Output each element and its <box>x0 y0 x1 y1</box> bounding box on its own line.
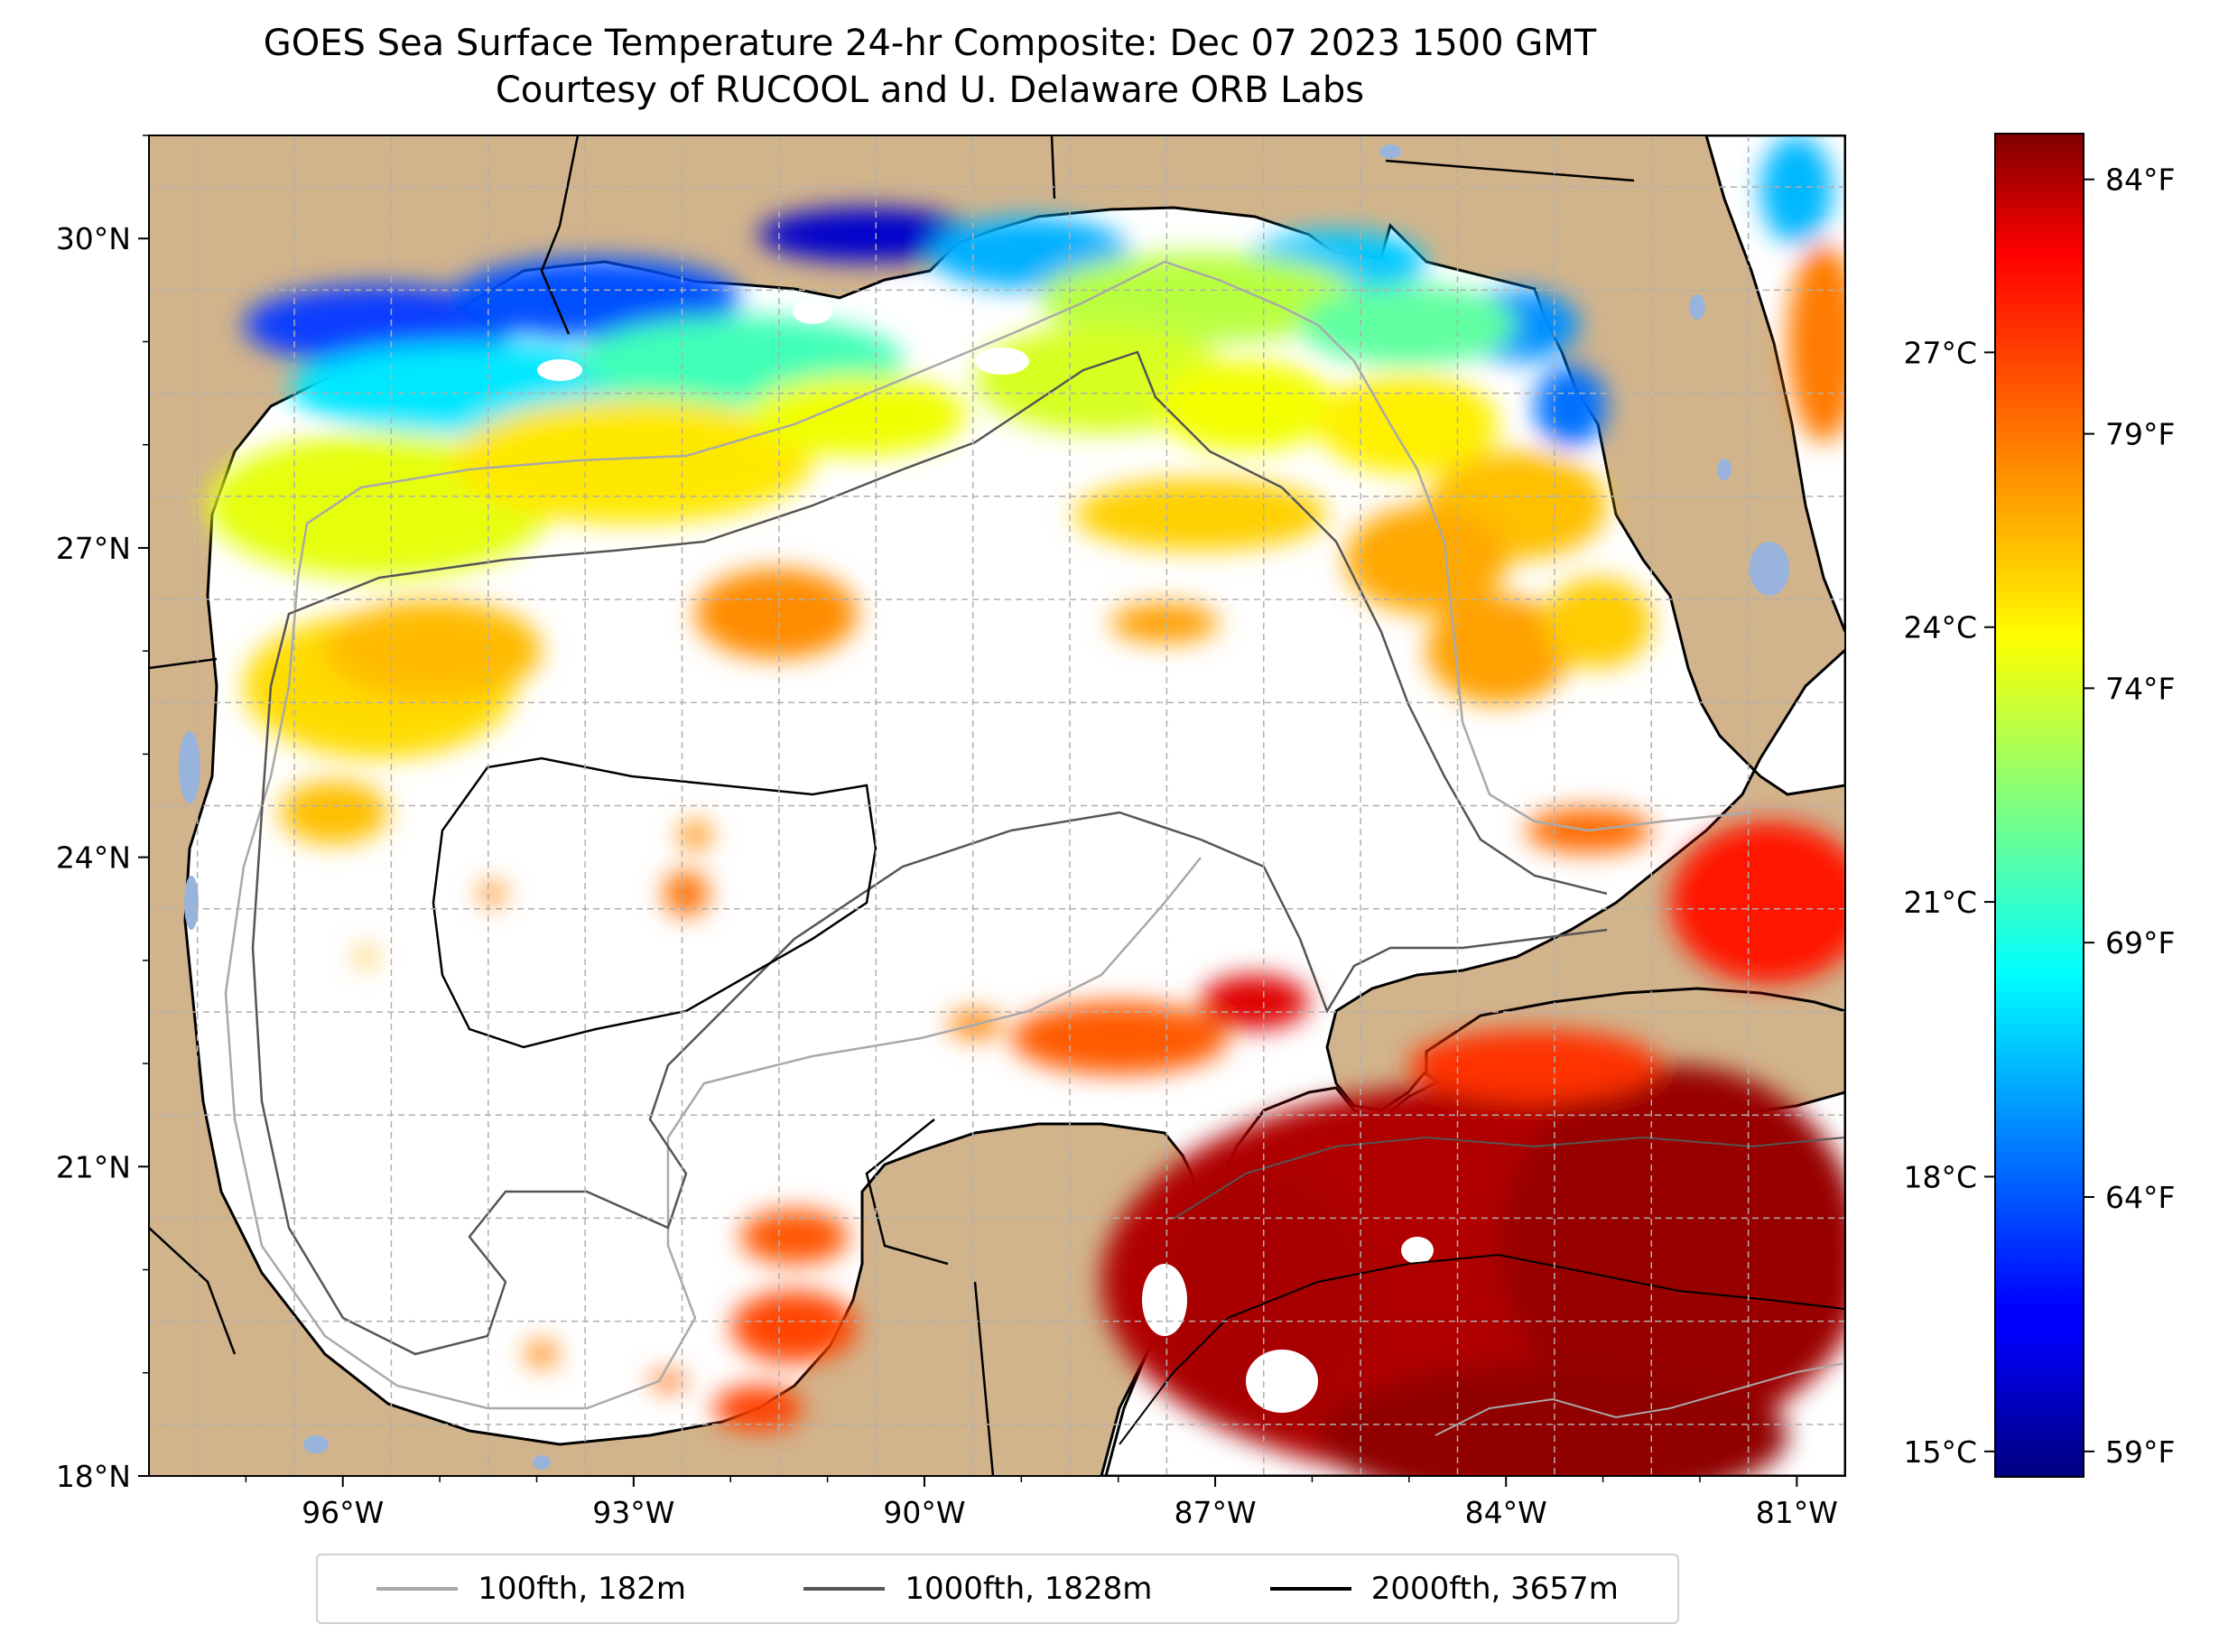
map-frame <box>148 135 1846 1477</box>
graticule <box>149 135 1845 1476</box>
colorbar-f-label: 79°F <box>2105 417 2175 452</box>
colorbar-c-label: 15°C <box>1903 1434 1977 1470</box>
lakes <box>179 144 1789 1470</box>
x-tick-label: 93°W <box>592 1495 674 1530</box>
colorbar-f-label: 59°F <box>2105 1434 2175 1470</box>
contour-legend: 100fth, 182m 1000fth, 1828m 2000fth, 365… <box>316 1554 1679 1624</box>
colorbar-f-label: 74°F <box>2105 671 2175 706</box>
y-tick-label: 18°N <box>56 1459 131 1494</box>
colorbar-f-label: 84°F <box>2105 162 2175 198</box>
colorbar-c-label: 24°C <box>1903 610 1977 645</box>
colorbar-f-label: 69°F <box>2105 925 2175 961</box>
legend-label-1000fth: 1000fth, 1828m <box>905 1571 1153 1607</box>
y-tick-label: 30°N <box>56 221 131 256</box>
legend-swatch-1000fth <box>803 1587 886 1591</box>
title-line-1: GOES Sea Surface Temperature 24-hr Compo… <box>263 23 1597 64</box>
legend-item-100fth: 100fth, 182m <box>376 1571 686 1607</box>
colorbar-c-label: 21°C <box>1903 885 1977 920</box>
contour-1000fth-caribbean <box>1173 1136 1845 1220</box>
y-tick-label: 27°N <box>56 531 131 566</box>
x-tick-label: 84°W <box>1465 1495 1547 1530</box>
x-tick-label: 87°W <box>1174 1495 1257 1530</box>
y-tick-label: 21°N <box>56 1149 131 1184</box>
x-tick-label: 96°W <box>302 1495 384 1530</box>
legend-item-2000fth: 2000fth, 3657m <box>1269 1571 1619 1607</box>
legend-label-2000fth: 2000fth, 3657m <box>1370 1571 1619 1607</box>
map-area <box>149 135 1845 1476</box>
x-axis: 96°W 93°W 90°W 87°W 84°W 81°W <box>245 1476 1838 1530</box>
contour-100fth <box>224 260 1752 1410</box>
colorbar-c-label: 27°C <box>1903 335 1977 370</box>
contour-100fth-caribbean <box>1434 1362 1845 1436</box>
borders <box>149 135 1635 1476</box>
map-title: GOES Sea Surface Temperature 24-hr Compo… <box>0 20 1860 114</box>
contour-2000fth-caribbean <box>1119 1253 1845 1445</box>
legend-swatch-2000fth <box>1269 1587 1351 1591</box>
colorbar-fahrenheit-axis: 84°F 79°F 74°F 69°F 64°F 59°F <box>2084 162 2175 1470</box>
colorbar-celsius-axis: 27°C 24°C 21°C 18°C 15°C <box>1903 335 1995 1470</box>
contour-1000fth <box>251 350 1608 1356</box>
colorbar-c-label: 18°C <box>1903 1159 1977 1194</box>
bathymetry-contours <box>224 260 1845 1445</box>
legend-item-1000fth: 1000fth, 1828m <box>803 1571 1152 1607</box>
x-tick-label: 90°W <box>883 1495 965 1530</box>
y-tick-label: 24°N <box>56 840 131 876</box>
colorbar-f-label: 64°F <box>2105 1180 2175 1215</box>
contour-2000fth <box>432 756 877 1049</box>
legend-swatch-100fth <box>376 1587 459 1591</box>
y-axis: 30°N 27°N 24°N 21°N 18°N <box>56 135 149 1494</box>
colorbar-gradient <box>1994 133 2084 1478</box>
title-line-2: Courtesy of RUCOOL and U. Delaware ORB L… <box>495 70 1365 111</box>
legend-label-100fth: 100fth, 182m <box>478 1571 686 1607</box>
x-tick-label: 81°W <box>1756 1495 1838 1530</box>
